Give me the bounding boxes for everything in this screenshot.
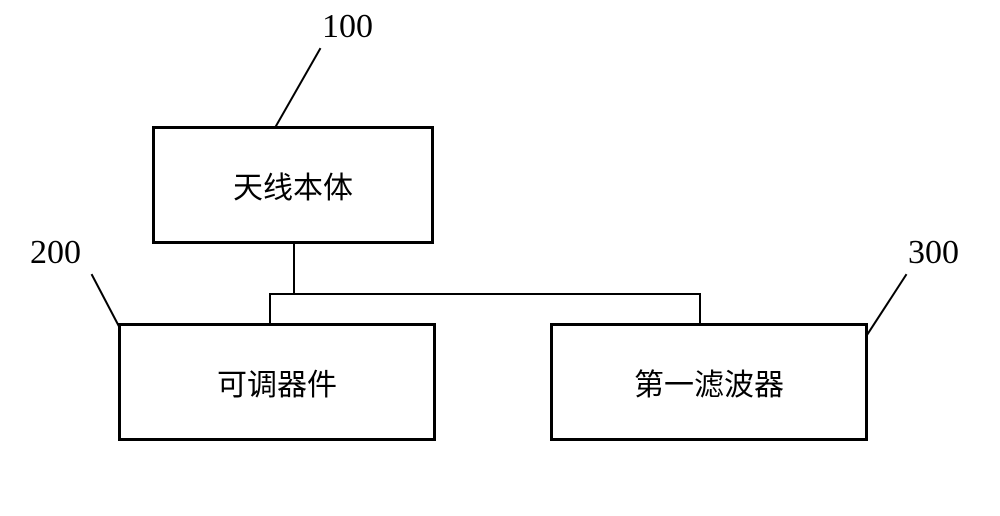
ref-label-100: 100 xyxy=(322,8,373,46)
node-antenna-text: 天线本体 xyxy=(233,163,353,207)
node-tunable: 可调器件 xyxy=(118,323,436,441)
node-filter1-text: 第一滤波器 xyxy=(634,360,784,404)
ref-label-200: 200 xyxy=(30,234,81,272)
node-filter1: 第一滤波器 xyxy=(550,323,868,441)
diagram-canvas: 100 200 300 天线本体 可调器件 第一滤波器 xyxy=(0,0,1000,516)
node-antenna: 天线本体 xyxy=(152,126,434,244)
node-tunable-text: 可调器件 xyxy=(217,360,337,404)
ref-label-300: 300 xyxy=(908,234,959,272)
